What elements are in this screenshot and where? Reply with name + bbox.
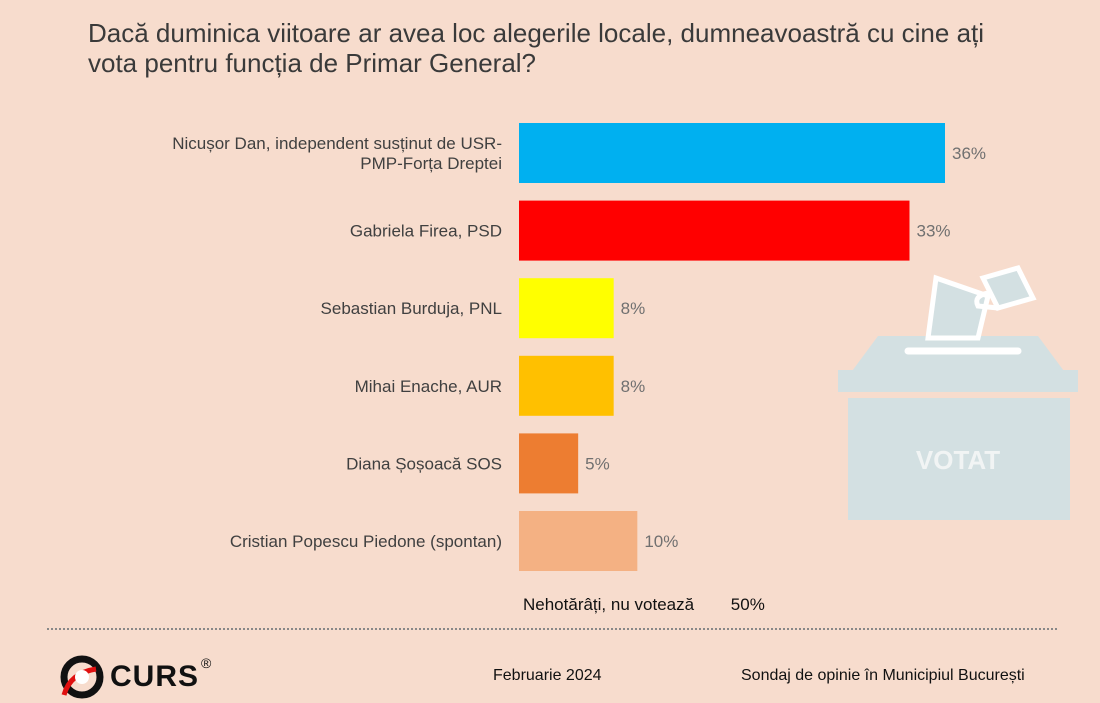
category-label-0: PMP-Forța Dreptei xyxy=(360,154,502,173)
category-label-0: Nicușor Dan, independent susținut de USR… xyxy=(172,134,502,153)
bar-3 xyxy=(519,355,614,416)
category-label-4: Diana Șoșoacă SOS xyxy=(346,454,502,473)
bar-4 xyxy=(519,433,579,494)
bar-5 xyxy=(519,511,638,571)
category-label-3: Mihai Enache, AUR xyxy=(355,377,502,396)
category-label-5: Cristian Popescu Piedone (spontan) xyxy=(230,532,502,551)
undecided-label: Nehotărâți, nu votează xyxy=(523,595,695,614)
value-label-0: 36% xyxy=(952,144,986,163)
bar-0 xyxy=(519,123,945,183)
value-label-5: 10% xyxy=(644,532,678,551)
survey-date: Februarie 2024 xyxy=(493,667,602,684)
ballot-label: VOTAT xyxy=(916,445,1000,475)
footer-divider xyxy=(47,628,1057,630)
undecided-row: Nehotărâți, nu votează 50% xyxy=(523,595,765,615)
registered-mark: ® xyxy=(201,655,212,671)
category-label-1: Gabriela Firea, PSD xyxy=(350,222,502,241)
value-label-1: 33% xyxy=(917,222,951,241)
undecided-value: 50% xyxy=(730,595,765,614)
bar-chart: 36% Nicușor Dan, independent susținut de … xyxy=(172,123,986,571)
value-label-3: 8% xyxy=(621,377,646,396)
chart-title: Dacă duminica viitoare ar avea loc alege… xyxy=(88,18,985,78)
bar-1 xyxy=(519,200,910,261)
value-label-2: 8% xyxy=(621,299,646,318)
curs-logo: CURS ® xyxy=(56,655,211,699)
bar-2 xyxy=(519,278,614,339)
curs-logo-icon xyxy=(60,655,104,699)
logo-text: CURS xyxy=(110,660,200,693)
survey-source: Sondaj de opinie în Municipiul București xyxy=(741,667,1025,684)
value-label-4: 5% xyxy=(585,454,610,473)
ballot-box-icon: VOTAT xyxy=(838,265,1078,520)
category-label-2: Sebastian Burduja, PNL xyxy=(321,299,502,318)
